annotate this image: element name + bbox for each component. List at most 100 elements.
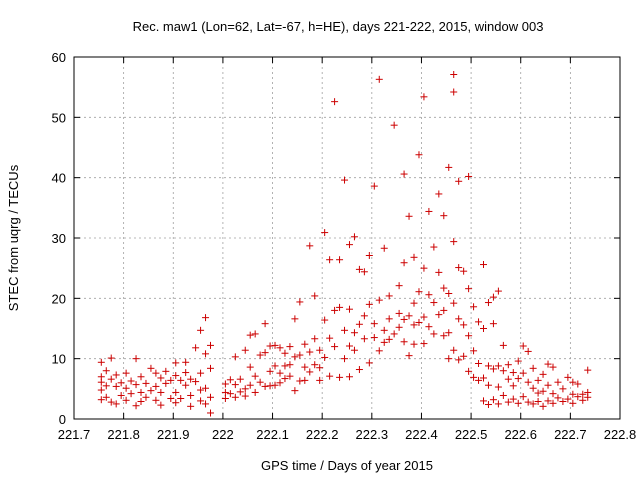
- data-point: [549, 363, 557, 371]
- data-point: [102, 382, 110, 390]
- data-point: [559, 398, 567, 406]
- y-tick-labels: 0 10 20 30 40 50 60: [52, 50, 66, 427]
- data-point: [539, 370, 547, 378]
- data-point: [316, 364, 324, 372]
- data-point: [296, 298, 304, 306]
- data-point: [410, 253, 418, 261]
- data-point: [440, 332, 448, 340]
- data-point: [197, 369, 205, 377]
- data-point: [241, 346, 249, 354]
- data-point: [445, 163, 453, 171]
- data-point: [425, 323, 433, 331]
- data-point: [177, 394, 185, 402]
- data-point: [504, 398, 512, 406]
- data-point: [450, 70, 458, 78]
- data-point: [311, 292, 319, 300]
- data-point: [465, 285, 473, 293]
- data-point: [365, 251, 373, 259]
- data-point: [470, 373, 478, 381]
- y-tick-label: 30: [52, 231, 66, 246]
- data-point: [202, 314, 210, 322]
- data-point: [162, 379, 170, 387]
- data-point: [202, 400, 210, 408]
- data-point: [182, 358, 190, 366]
- data-point: [529, 384, 537, 392]
- data-point: [375, 75, 383, 83]
- data-point: [519, 342, 527, 350]
- data-point: [484, 299, 492, 307]
- data-point: [291, 387, 299, 395]
- data-point: [584, 393, 592, 401]
- data-point: [445, 290, 453, 298]
- data-point: [286, 372, 294, 380]
- data-point: [236, 375, 244, 383]
- data-point: [554, 378, 562, 386]
- data-point: [435, 190, 443, 198]
- data-point: [336, 256, 344, 264]
- data-point: [400, 338, 408, 346]
- data-point: [226, 376, 234, 384]
- data-point: [147, 387, 155, 395]
- x-tick-label: 222.6: [504, 427, 537, 442]
- data-point: [415, 318, 423, 326]
- data-point: [246, 331, 254, 339]
- data-point: [172, 388, 180, 396]
- data-point: [420, 264, 428, 272]
- data-point: [331, 98, 339, 106]
- data-point: [440, 306, 448, 314]
- data-points: [97, 70, 592, 417]
- data-point: [375, 347, 383, 355]
- data-point: [480, 397, 487, 405]
- data-point: [152, 382, 160, 390]
- data-point: [306, 368, 314, 376]
- data-point: [475, 376, 483, 384]
- data-point: [102, 367, 110, 375]
- data-point: [251, 372, 259, 380]
- data-point: [435, 268, 443, 276]
- data-point: [341, 355, 349, 363]
- data-point: [410, 340, 418, 348]
- x-tick-label: 222.7: [554, 427, 587, 442]
- data-point: [375, 296, 383, 304]
- data-point: [425, 291, 433, 299]
- x-tick-label: 221.8: [107, 427, 140, 442]
- data-point: [221, 380, 229, 388]
- data-point: [380, 326, 388, 334]
- data-point: [246, 363, 254, 371]
- data-point: [276, 379, 284, 387]
- data-point: [207, 341, 214, 349]
- data-point: [326, 256, 334, 264]
- data-point: [251, 388, 259, 396]
- data-point: [345, 373, 353, 381]
- y-tick-label: 0: [59, 412, 66, 427]
- data-point: [370, 182, 378, 190]
- data-point: [172, 399, 180, 407]
- data-point: [301, 363, 309, 371]
- data-point: [187, 375, 195, 383]
- data-point: [345, 305, 353, 313]
- x-tick-labels: 221.7 221.8 221.9 222 222.1 222.2 222.3 222.4 22…: [58, 427, 637, 442]
- data-point: [385, 335, 393, 343]
- data-point: [341, 176, 349, 184]
- data-point: [202, 384, 210, 392]
- data-point: [167, 394, 175, 402]
- data-point: [311, 335, 319, 343]
- data-point: [569, 378, 577, 386]
- data-point: [355, 265, 363, 273]
- data-point: [296, 377, 304, 385]
- data-point: [574, 380, 582, 388]
- data-point: [465, 332, 473, 340]
- data-point: [117, 379, 125, 387]
- data-point: [336, 303, 344, 311]
- data-point: [231, 353, 239, 361]
- data-point: [162, 367, 170, 375]
- data-point: [231, 381, 239, 389]
- x-tick-label: 222.2: [306, 427, 339, 442]
- data-point: [261, 320, 269, 328]
- data-point: [241, 385, 249, 393]
- data-point: [425, 207, 433, 215]
- y-tick-label: 20: [52, 291, 66, 306]
- data-point: [281, 349, 289, 357]
- y-axis-label: STEC from uqrg / TECUs: [6, 164, 21, 311]
- data-point: [167, 376, 175, 384]
